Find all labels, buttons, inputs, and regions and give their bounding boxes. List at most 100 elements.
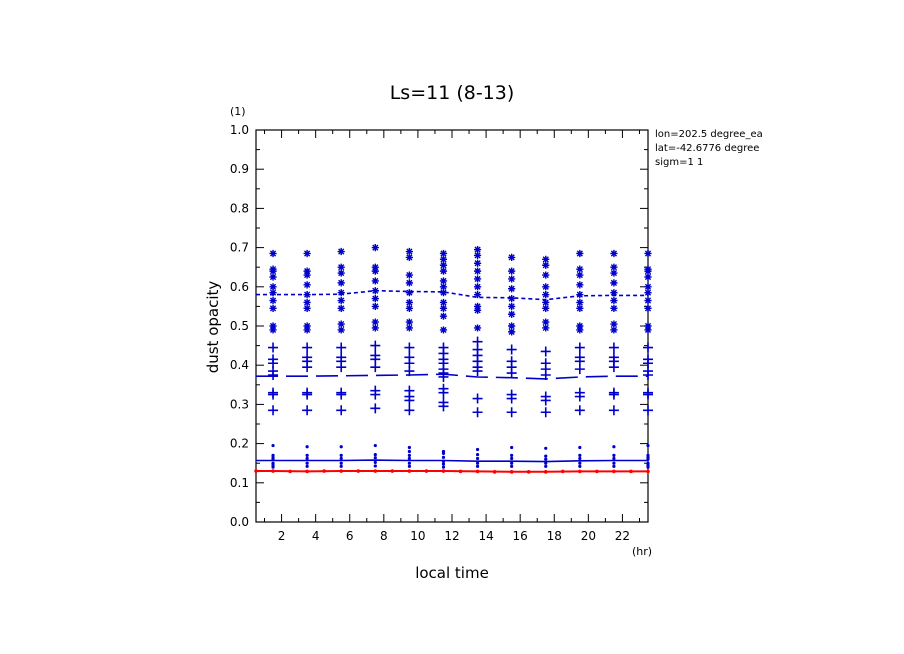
scatter-plus: [540, 346, 551, 357]
scatter-asterisk: [644, 249, 652, 258]
scatter-asterisk: [405, 318, 413, 326]
scatter-asterisk: [303, 298, 311, 307]
series-dot-marker: [526, 470, 531, 474]
series-dot-marker: [458, 469, 463, 474]
scatter-asterisk: [473, 275, 482, 283]
scatter-asterisk: [508, 253, 516, 261]
scatter-dot: [646, 443, 650, 448]
scatter-dot: [646, 457, 650, 461]
y-tick-label: 0.9: [230, 162, 249, 176]
scatter-asterisk: [542, 298, 550, 307]
scatter-dot: [475, 461, 480, 465]
scatter-asterisk: [473, 291, 482, 299]
scatter-asterisk: [542, 291, 550, 299]
scatter-dot: [271, 457, 275, 461]
scatter-plus: [336, 362, 347, 373]
scatter-dot: [475, 447, 480, 452]
scatter-asterisk: [576, 249, 584, 258]
scatter-plus: [438, 401, 449, 412]
scatter-dot: [305, 461, 309, 465]
scatter-dot: [544, 461, 548, 465]
scatter-plus: [643, 405, 653, 416]
scatter-dot: [544, 454, 548, 458]
scatter-plus: [608, 342, 619, 353]
scatter-asterisk: [644, 322, 652, 330]
x-tick-label: 22: [615, 529, 630, 543]
scatter-asterisk: [439, 261, 448, 269]
scatter-plus: [438, 371, 449, 382]
scatter-asterisk: [439, 283, 448, 291]
scatter-asterisk: [439, 249, 448, 258]
scatter-plus: [608, 405, 619, 416]
scatter-asterisk: [610, 249, 618, 258]
scatter-dot: [407, 453, 411, 457]
scatter-dot: [339, 456, 343, 461]
plot-frame: [255, 129, 649, 523]
scatter-dot: [612, 461, 616, 465]
scatter-plus: [472, 393, 483, 404]
scatter-asterisk: [303, 271, 311, 279]
scatter-dot: [475, 456, 480, 461]
scatter-asterisk: [303, 322, 311, 330]
series-dot-marker: [646, 469, 650, 474]
scatter-dot: [544, 446, 548, 450]
scatter-dot: [373, 452, 377, 457]
scatter-dot: [646, 465, 650, 469]
annotation-sigm: sigm=1 1: [655, 157, 703, 168]
scatter-asterisk: [269, 273, 277, 281]
scatter-asterisk: [337, 263, 345, 271]
scatter-plus: [302, 362, 313, 373]
series-dot-marker: [305, 469, 309, 474]
scatter-dot: [271, 443, 275, 448]
scatter-dot: [305, 453, 309, 457]
scatter-dot: [612, 445, 616, 449]
scatter-asterisk: [473, 267, 482, 275]
series-dot-marker: [560, 469, 565, 474]
x-tick-label: 20: [581, 529, 596, 543]
scatter-asterisk: [371, 302, 379, 310]
scatter-asterisk: [473, 306, 482, 314]
scatter-asterisk: [337, 326, 345, 334]
series-line-long-dash-line: [256, 373, 648, 380]
scatter-dot: [578, 445, 582, 450]
scatter-plus: [370, 403, 381, 414]
scatter-asterisk: [405, 253, 413, 261]
scatter-asterisk: [405, 298, 413, 307]
scatter-asterisk: [303, 249, 311, 258]
scatter-asterisk: [610, 269, 618, 277]
scatter-asterisk: [610, 326, 618, 334]
scatter-asterisk: [644, 273, 652, 281]
scatter-asterisk: [610, 263, 618, 271]
scatter-asterisk: [439, 298, 448, 307]
scatter-plus: [370, 362, 381, 373]
scatter-asterisk: [337, 247, 345, 256]
scatter-dot: [373, 460, 377, 465]
scatter-dot: [407, 456, 411, 461]
y-tick-label: 0.4: [230, 358, 249, 372]
scatter-asterisk: [269, 249, 277, 258]
scatter-asterisk: [371, 263, 379, 271]
scatter-plus: [302, 405, 313, 416]
scatter-plus: [574, 391, 585, 402]
scatter-asterisk: [405, 304, 413, 312]
scatter-asterisk: [508, 302, 516, 310]
scatter-asterisk: [473, 302, 482, 310]
series-dot-marker: [509, 470, 514, 474]
y-tick-label: 0.3: [230, 397, 249, 411]
scatter-asterisk: [337, 279, 345, 287]
scatter-asterisk: [337, 296, 345, 305]
scatter-dot: [305, 445, 309, 449]
x-axis-label: local time: [415, 564, 489, 582]
x-tick-label: 2: [278, 529, 286, 543]
scatter-dot: [373, 464, 377, 468]
y-tick-label: 0.5: [230, 319, 249, 333]
scatter-dot: [373, 456, 377, 460]
scatter-asterisk: [610, 296, 618, 305]
scatter-asterisk: [508, 267, 516, 275]
series-dot-marker: [322, 469, 326, 473]
scatter-asterisk: [508, 322, 516, 330]
scatter-asterisk: [542, 304, 550, 312]
series-dot-marker: [407, 469, 412, 473]
scatter-plus: [336, 389, 347, 400]
